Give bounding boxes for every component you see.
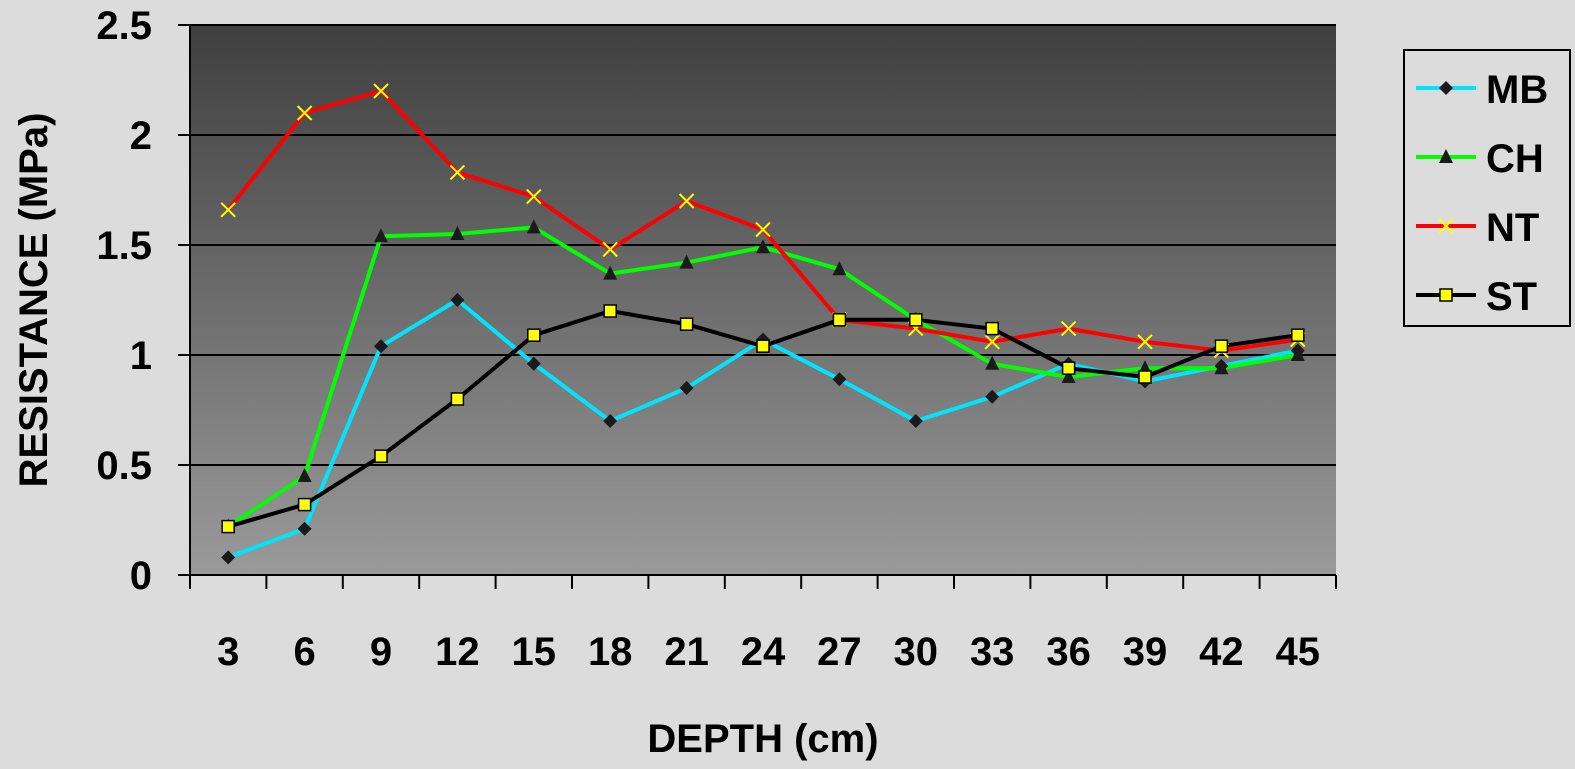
data-point (984, 334, 1000, 350)
legend-label: MB (1486, 68, 1548, 112)
data-point (755, 221, 771, 238)
data-point (1214, 360, 1229, 375)
marker-stroke (984, 334, 1000, 350)
data-point (603, 414, 618, 428)
legend-label: CH (1486, 137, 1544, 181)
x-tick-label: 45 (1276, 630, 1321, 674)
data-point (527, 328, 541, 342)
data-point (679, 317, 694, 331)
data-point (832, 261, 847, 276)
legend: MB CH NT ST (1403, 49, 1571, 327)
data-point (221, 519, 235, 534)
y-tick-label: 0.5 (96, 444, 152, 488)
marker-stroke (755, 221, 771, 238)
y-tick-label: 1.5 (96, 224, 152, 268)
y-tick-label: 2 (130, 114, 152, 158)
x-tick-label: 15 (512, 630, 557, 674)
x-tick-label: 12 (435, 630, 480, 674)
legend-label: NT (1486, 206, 1539, 250)
x-tick-label: 39 (1123, 630, 1168, 674)
data-point (450, 392, 465, 406)
data-point (450, 226, 465, 240)
data-point (1061, 361, 1076, 375)
marker-stroke (1060, 320, 1077, 337)
data-point (1438, 218, 1454, 234)
data-point (1061, 369, 1076, 383)
data-point (297, 468, 312, 482)
data-point (1060, 320, 1077, 337)
x-tick-label: 30 (894, 630, 939, 674)
x-tick-label: 18 (588, 630, 633, 674)
y-tick-label: 1 (130, 334, 152, 378)
x-tick-label: 3 (217, 630, 239, 674)
data-point (1214, 339, 1229, 353)
x-tick-label: 42 (1199, 630, 1244, 674)
x-tick-label: 24 (741, 630, 786, 674)
data-point (221, 550, 236, 565)
marker-stroke (296, 105, 313, 121)
data-point (909, 313, 923, 327)
data-point (1290, 347, 1305, 361)
data-point (679, 254, 694, 269)
data-point (603, 265, 618, 280)
y-tick-label: 2.5 (96, 4, 152, 48)
data-point (526, 219, 541, 234)
plot-area (190, 25, 1336, 575)
x-tick-label: 33 (970, 630, 1015, 674)
data-point (679, 381, 694, 395)
marker-stroke (602, 241, 618, 258)
data-point (1439, 149, 1453, 163)
legend-label: ST (1486, 275, 1537, 319)
data-point (908, 414, 923, 428)
legend-box (1403, 49, 1571, 327)
data-point (1138, 370, 1152, 384)
data-point (678, 193, 695, 209)
marker-stroke (220, 202, 236, 218)
data-point (526, 188, 542, 205)
x-tick-label: 36 (1046, 630, 1091, 674)
data-point (985, 321, 999, 336)
y-tick-label: 0 (130, 554, 152, 598)
data-point (220, 202, 236, 218)
x-tick-label: 21 (664, 630, 709, 674)
y-axis-title: RESISTANCE (MPa) (12, 113, 56, 488)
data-point (297, 497, 312, 512)
marker-stroke (373, 83, 389, 99)
data-point (374, 449, 388, 463)
data-point (374, 228, 388, 243)
data-point (449, 164, 466, 181)
data-point (373, 83, 389, 99)
data-point (832, 372, 847, 387)
x-tick-label: 27 (817, 630, 862, 674)
data-point (1439, 288, 1453, 302)
x-axis-title: DEPTH (cm) (647, 717, 878, 761)
data-point (602, 241, 618, 258)
data-point (756, 239, 770, 254)
data-point (1439, 81, 1453, 95)
x-tick-label: 6 (293, 630, 315, 674)
data-point (526, 356, 541, 371)
marker-stroke (526, 188, 542, 205)
data-point (297, 521, 312, 536)
marker-stroke (1137, 334, 1153, 350)
data-point (374, 339, 388, 354)
data-point (1137, 334, 1153, 350)
data-point (603, 304, 617, 318)
marker-stroke (1438, 218, 1454, 234)
marker-stroke (678, 193, 695, 209)
data-point (450, 293, 465, 307)
data-point (756, 339, 770, 353)
data-point (985, 355, 1000, 370)
x-tick-label: 9 (370, 630, 392, 674)
data-point (296, 105, 313, 121)
data-point (985, 389, 1000, 404)
marker-stroke (449, 164, 466, 181)
data-point (832, 313, 847, 327)
data-point (1291, 328, 1305, 342)
